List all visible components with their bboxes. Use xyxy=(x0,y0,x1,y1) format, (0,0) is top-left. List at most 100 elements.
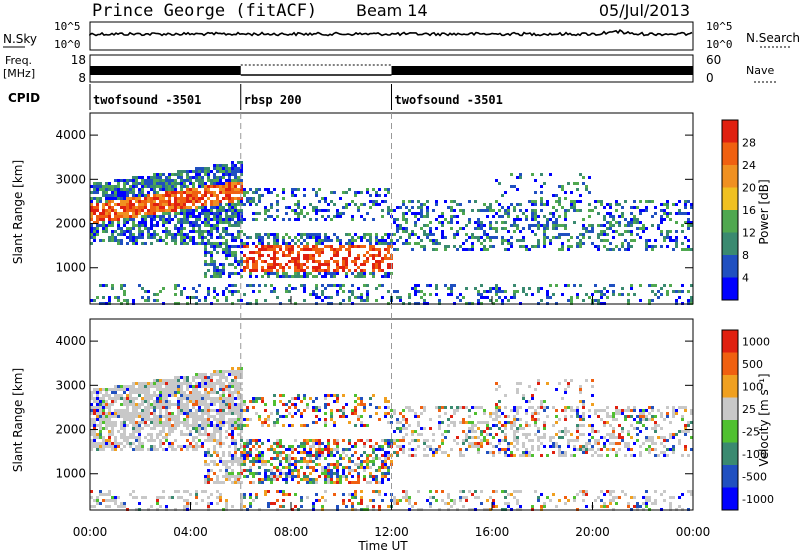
data-cell xyxy=(162,224,165,227)
data-cell xyxy=(597,290,600,293)
data-cell xyxy=(177,197,180,200)
data-cell xyxy=(456,248,459,251)
data-cell xyxy=(174,394,177,397)
data-cell xyxy=(315,206,318,209)
data-cell xyxy=(204,215,207,218)
data-cell xyxy=(153,218,156,221)
data-cell xyxy=(318,263,321,266)
data-cell xyxy=(156,415,159,418)
data-cell xyxy=(279,248,282,251)
data-cell xyxy=(489,245,492,248)
data-cell xyxy=(135,436,138,439)
data-cell xyxy=(507,299,510,302)
data-cell xyxy=(516,203,519,206)
data-cell xyxy=(93,236,96,239)
data-cell xyxy=(186,427,189,430)
data-cell xyxy=(366,188,369,191)
data-cell xyxy=(201,182,204,185)
data-cell xyxy=(564,197,567,200)
data-cell xyxy=(297,469,300,472)
data-cell xyxy=(147,227,150,230)
data-cell xyxy=(111,284,114,287)
data-cell xyxy=(129,493,132,496)
data-cell xyxy=(396,290,399,293)
data-cell xyxy=(579,391,582,394)
data-cell xyxy=(111,200,114,203)
data-cell xyxy=(312,421,315,424)
data-cell xyxy=(141,200,144,203)
data-cell xyxy=(219,221,222,224)
data-cell xyxy=(651,200,654,203)
data-cell xyxy=(255,266,258,269)
data-cell xyxy=(156,293,159,296)
data-cell xyxy=(213,260,216,263)
data-cell xyxy=(255,245,258,248)
data-cell xyxy=(225,472,228,475)
data-cell xyxy=(243,463,246,466)
data-cell xyxy=(360,239,363,242)
data-cell xyxy=(273,242,276,245)
data-cell xyxy=(558,236,561,239)
data-cell xyxy=(99,388,102,391)
data-cell xyxy=(111,206,114,209)
data-cell xyxy=(96,221,99,224)
data-cell xyxy=(264,188,267,191)
data-cell xyxy=(201,197,204,200)
data-cell xyxy=(483,296,486,299)
data-cell xyxy=(186,403,189,406)
data-cell xyxy=(114,436,117,439)
data-cell xyxy=(207,230,210,233)
data-cell xyxy=(270,502,273,505)
data-cell xyxy=(201,167,204,170)
data-cell xyxy=(210,194,213,197)
data-cell xyxy=(504,239,507,242)
data-cell xyxy=(165,182,168,185)
data-cell xyxy=(600,200,603,203)
data-cell xyxy=(207,233,210,236)
data-cell xyxy=(354,260,357,263)
data-cell xyxy=(231,245,234,248)
data-cell xyxy=(318,499,321,502)
data-cell xyxy=(162,427,165,430)
data-cell xyxy=(219,200,222,203)
data-cell xyxy=(417,433,420,436)
data-cell xyxy=(270,248,273,251)
data-cell xyxy=(354,412,357,415)
data-cell xyxy=(192,403,195,406)
data-cell xyxy=(312,269,315,272)
data-cell xyxy=(213,179,216,182)
data-cell xyxy=(513,224,516,227)
data-cell xyxy=(321,215,324,218)
data-cell xyxy=(156,215,159,218)
data-cell xyxy=(282,394,285,397)
data-cell xyxy=(132,424,135,427)
data-cell xyxy=(213,481,216,484)
data-cell xyxy=(216,421,219,424)
data-cell xyxy=(165,194,168,197)
data-cell xyxy=(192,412,195,415)
data-cell xyxy=(183,191,186,194)
data-cell xyxy=(279,439,282,442)
data-cell xyxy=(240,367,243,370)
data-cell xyxy=(228,182,231,185)
data-cell xyxy=(246,451,249,454)
data-cell xyxy=(534,418,537,421)
data-cell xyxy=(186,385,189,388)
data-cell xyxy=(345,257,348,260)
data-cell xyxy=(126,200,129,203)
data-cell xyxy=(210,469,213,472)
data-cell xyxy=(324,296,327,299)
data-cell xyxy=(186,194,189,197)
data-cell xyxy=(387,263,390,266)
data-cell xyxy=(219,382,222,385)
data-cell xyxy=(171,430,174,433)
data-cell xyxy=(240,275,243,278)
data-cell xyxy=(255,212,258,215)
data-cell xyxy=(297,475,300,478)
data-cell xyxy=(396,445,399,448)
data-cell xyxy=(564,284,567,287)
data-cell xyxy=(609,242,612,245)
data-cell xyxy=(450,421,453,424)
data-cell xyxy=(210,179,213,182)
data-cell xyxy=(270,478,273,481)
